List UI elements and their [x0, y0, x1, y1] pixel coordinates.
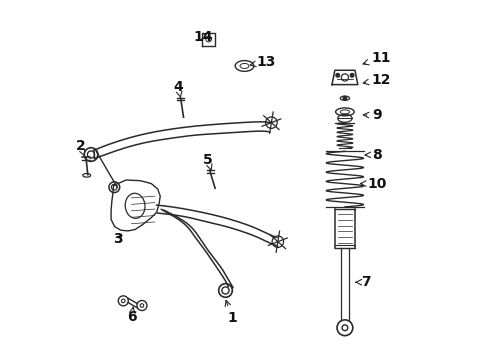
- Text: 4: 4: [173, 80, 183, 97]
- Text: 10: 10: [360, 177, 386, 190]
- Circle shape: [341, 325, 347, 330]
- Text: 2: 2: [75, 139, 85, 156]
- Text: 7: 7: [355, 275, 370, 289]
- Text: 6: 6: [126, 307, 136, 324]
- Circle shape: [222, 287, 228, 294]
- Circle shape: [111, 184, 117, 190]
- Circle shape: [87, 151, 94, 158]
- Text: 12: 12: [363, 73, 390, 87]
- Text: 1: 1: [224, 300, 236, 325]
- Text: 9: 9: [363, 108, 381, 122]
- Text: 8: 8: [365, 148, 381, 162]
- Text: 11: 11: [362, 51, 390, 65]
- Circle shape: [343, 96, 346, 100]
- Text: 5: 5: [203, 153, 212, 170]
- Circle shape: [121, 299, 125, 303]
- Text: 3: 3: [113, 232, 123, 246]
- Circle shape: [335, 73, 339, 77]
- Circle shape: [349, 73, 353, 77]
- Text: 14: 14: [193, 30, 213, 44]
- Text: 13: 13: [250, 55, 275, 69]
- Circle shape: [140, 304, 143, 307]
